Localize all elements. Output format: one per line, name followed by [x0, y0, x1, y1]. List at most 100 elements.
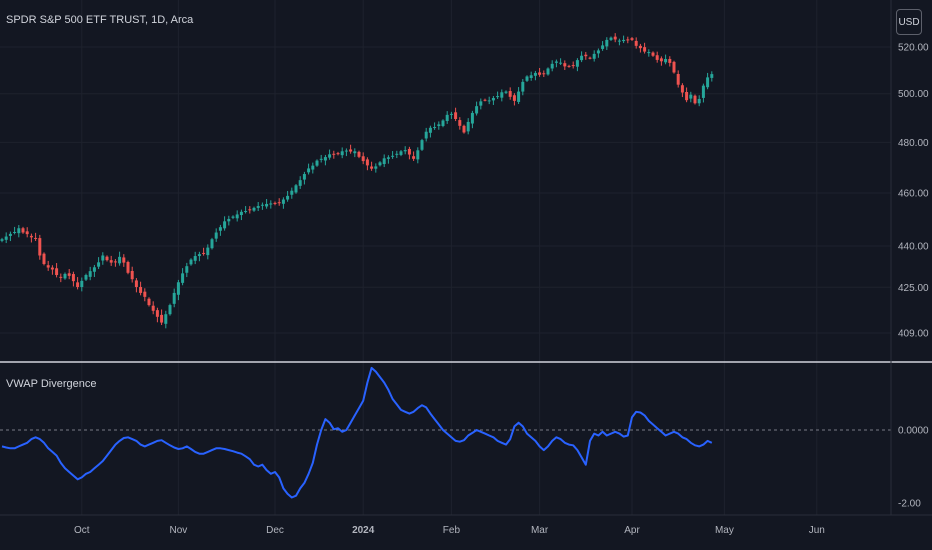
- candle-body: [101, 255, 105, 261]
- candle-body: [42, 253, 46, 264]
- candle-body: [315, 160, 319, 166]
- candle-body: [214, 232, 218, 239]
- candle-body: [189, 259, 193, 265]
- candle-body: [626, 39, 630, 41]
- price-axis[interactable]: 409.00 425.00 440.00 460.00 480.00 500.00 520.…: [898, 43, 929, 340]
- candle-body: [449, 113, 453, 115]
- candle-body: [462, 125, 466, 133]
- candle-body: [542, 73, 546, 75]
- currency-button[interactable]: USD: [896, 9, 922, 35]
- candle-body: [475, 106, 479, 114]
- candle-body: [84, 275, 88, 280]
- candle-body: [370, 166, 374, 169]
- candle-body: [353, 151, 357, 154]
- candle-body: [17, 228, 21, 234]
- time-tick-label: Mar: [531, 525, 549, 536]
- candle-body: [349, 149, 353, 152]
- candle-body: [223, 221, 227, 229]
- candle-body: [298, 180, 302, 186]
- indicator-axis[interactable]: 0.0000 -2.00: [898, 426, 929, 510]
- candle-body: [290, 190, 294, 195]
- candle-body: [550, 63, 554, 69]
- candle-body: [248, 209, 252, 211]
- candle-body: [273, 202, 277, 204]
- candle-body: [706, 77, 710, 88]
- candle-body: [244, 211, 248, 213]
- candle-body: [168, 305, 172, 315]
- candle-body: [160, 314, 164, 323]
- candle-body: [613, 36, 617, 40]
- candle-body: [193, 256, 197, 261]
- candle-body: [8, 233, 12, 236]
- candle-body: [50, 267, 54, 270]
- candle-body: [302, 174, 306, 180]
- candle-body: [525, 76, 529, 81]
- candle-body: [34, 237, 38, 239]
- price-tick-label: 480.00: [898, 138, 929, 149]
- price-tick-label: 409.00: [898, 329, 929, 340]
- candle-body: [491, 98, 495, 101]
- candle-body: [126, 262, 130, 273]
- candle-body: [407, 148, 411, 155]
- candle-body: [286, 195, 290, 200]
- candle-body: [206, 247, 210, 256]
- candle-body: [588, 57, 592, 59]
- candle-body: [571, 65, 575, 67]
- candle-body: [617, 40, 621, 42]
- candle-body: [164, 314, 168, 324]
- candle-body: [67, 273, 71, 276]
- candle-body: [231, 216, 235, 218]
- candle-body: [76, 282, 80, 288]
- candle-body: [685, 92, 689, 101]
- candle-body: [29, 235, 33, 238]
- candle-body: [256, 206, 260, 208]
- candle-body: [701, 85, 705, 98]
- candle-body: [538, 72, 542, 75]
- candle-body: [508, 91, 512, 97]
- candle-body: [235, 214, 239, 219]
- candle-body: [424, 131, 428, 139]
- candle-body: [622, 39, 626, 42]
- time-tick-label: Feb: [443, 525, 461, 536]
- candle-body: [319, 158, 323, 160]
- candle-body: [13, 231, 17, 233]
- candle-body: [601, 45, 605, 49]
- candle-body: [155, 310, 159, 317]
- candle-body: [710, 74, 714, 78]
- candle-body: [281, 199, 285, 204]
- candle-body: [651, 52, 655, 56]
- time-tick-label: Apr: [624, 525, 640, 536]
- symbol-title[interactable]: SPDR S&P 500 ETF TRUST, 1D, Arca: [6, 14, 194, 26]
- candle-body: [357, 151, 361, 157]
- candle-body: [655, 55, 659, 60]
- candle-body: [693, 95, 697, 104]
- candle-body: [307, 168, 311, 173]
- candle-body: [395, 153, 399, 155]
- candle-body: [105, 256, 109, 261]
- candle-body: [529, 75, 533, 79]
- candle-body: [59, 276, 63, 278]
- candle-body: [25, 231, 29, 235]
- time-axis[interactable]: Oct Nov Dec 2024 Feb Mar Apr May Jun: [74, 525, 825, 536]
- time-tick-label: Jun: [809, 525, 825, 536]
- candle-body: [458, 120, 462, 126]
- candle-body: [277, 202, 281, 204]
- candle-body: [97, 262, 101, 267]
- candle-body: [533, 72, 537, 76]
- candle-body: [311, 165, 315, 170]
- candle-body: [554, 61, 558, 63]
- candle-body: [151, 305, 155, 311]
- candle-body: [445, 114, 449, 121]
- candle-body: [122, 257, 126, 263]
- indicator-title[interactable]: VWAP Divergence: [6, 378, 97, 390]
- time-tick-label: Dec: [266, 525, 284, 536]
- candle-body: [563, 63, 567, 67]
- candle-body: [575, 60, 579, 67]
- candle-body: [176, 282, 180, 295]
- candle-body: [517, 91, 521, 102]
- candle-body: [382, 158, 386, 165]
- candle-body: [643, 47, 647, 52]
- candle-body: [659, 58, 663, 62]
- candle-body: [185, 266, 189, 273]
